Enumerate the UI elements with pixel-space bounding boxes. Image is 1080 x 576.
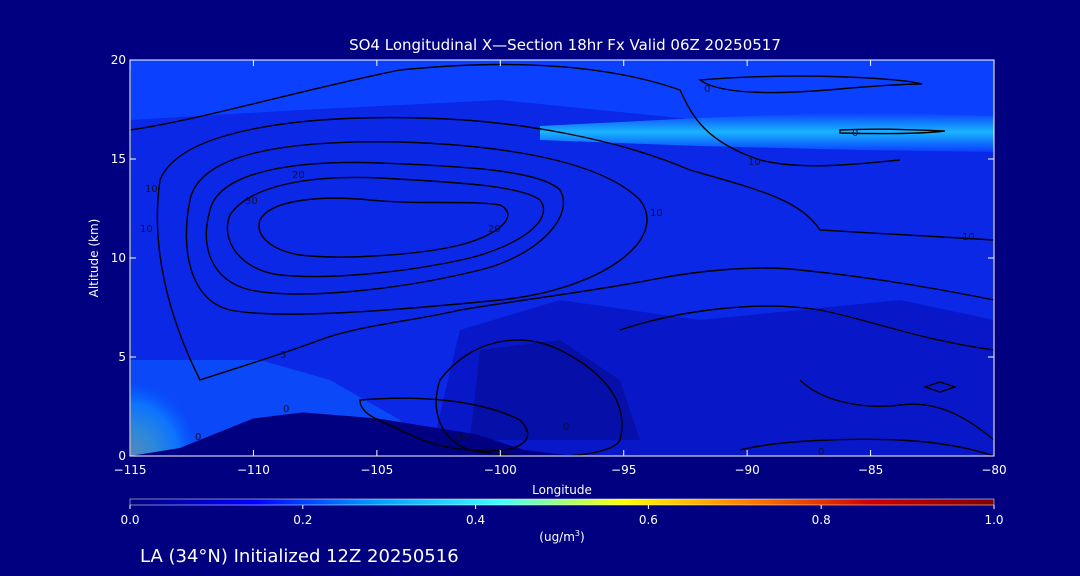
contour-line (205, 161, 565, 295)
contour-line (159, 116, 994, 241)
contour-line (156, 179, 994, 381)
y-tick-label: 5 (118, 350, 126, 364)
x-tick-label: −110 (237, 463, 270, 477)
contour-lines (130, 63, 994, 456)
terrain (130, 412, 994, 456)
contour-label: 10 (962, 232, 975, 243)
contour-label: 0 (563, 422, 569, 433)
contour-label: 10 (455, 432, 468, 443)
contour-label: 0 (283, 404, 289, 415)
colorbar (129, 498, 995, 506)
contour-line (698, 75, 923, 94)
contour-line (185, 141, 648, 315)
x-tick-label: −105 (360, 463, 393, 477)
axes: −115 −110 −105 −100 −95 −90 −85 −80 0 5 10 15 20 (111, 53, 1007, 477)
contour-labels: 10 20 30 10 20 10 0 5 0 0 0 10 0 0 10 10 (140, 84, 975, 458)
contour-line (226, 176, 545, 278)
y-axis-label: Altitude (km) (87, 219, 101, 298)
y-tick-label: 10 (111, 251, 126, 265)
contour-label: 10 (140, 224, 153, 235)
x-tick-label: −95 (611, 463, 636, 477)
colorbar-tick-label: 1.0 (984, 513, 1003, 527)
y-tick-label: 20 (111, 53, 126, 67)
chart-title: SO4 Longitudinal X—Section 18hr Fx Valid… (349, 36, 781, 54)
contour-line (359, 397, 529, 452)
x-tick-label: −80 (981, 463, 1006, 477)
field-dark-core (470, 340, 640, 440)
contour-line (799, 379, 994, 441)
x-tick-label: −115 (114, 463, 147, 477)
contour-label: 0 (195, 432, 201, 443)
footer-location: LA (34°N) Initialized 12Z 20250516 (140, 546, 459, 567)
x-tick-label: −90 (734, 463, 759, 477)
contour-label: 0 (818, 447, 824, 458)
x-tick-label: −85 (858, 463, 883, 477)
y-tick-label: 0 (118, 449, 126, 463)
contour-label: 20 (488, 224, 501, 235)
contour-line (922, 381, 958, 393)
contour-label: 30 (245, 196, 258, 207)
colorbar-tick-label: 0.8 (812, 513, 831, 527)
contour-label: 10 (650, 208, 663, 219)
plot-field: 10 20 30 10 20 10 0 5 0 0 0 10 0 0 10 10 (130, 60, 994, 458)
contour-label: 0 (852, 128, 858, 139)
x-tick-label: −100 (484, 463, 517, 477)
x-axis-label: Longitude (532, 483, 592, 497)
colorbar-tick-label: 0.2 (293, 513, 312, 527)
contour-label: 20 (292, 170, 305, 181)
colorbar-tick-label: 0.0 (120, 513, 139, 527)
contour-line (435, 339, 623, 456)
contour-label: 5 (280, 350, 286, 361)
colorbar-tick-label: 0.4 (466, 513, 485, 527)
contour-label: 0 (704, 84, 710, 95)
contour-line (619, 305, 994, 351)
colorbar-tick-label: 0.6 (639, 513, 658, 527)
y-tick-label: 15 (111, 152, 126, 166)
colorbar-ticks: 0.0 0.2 0.4 0.6 0.8 1.0 (120, 505, 1004, 527)
contour-label: 10 (145, 184, 158, 195)
contour-line (258, 197, 509, 258)
field-hi-band (540, 112, 994, 152)
contour-line (839, 128, 946, 135)
contour-line (130, 63, 901, 167)
contour-line (739, 438, 994, 456)
colorbar-label: (ug/m3) (539, 529, 584, 544)
contour-label: 10 (748, 157, 761, 168)
